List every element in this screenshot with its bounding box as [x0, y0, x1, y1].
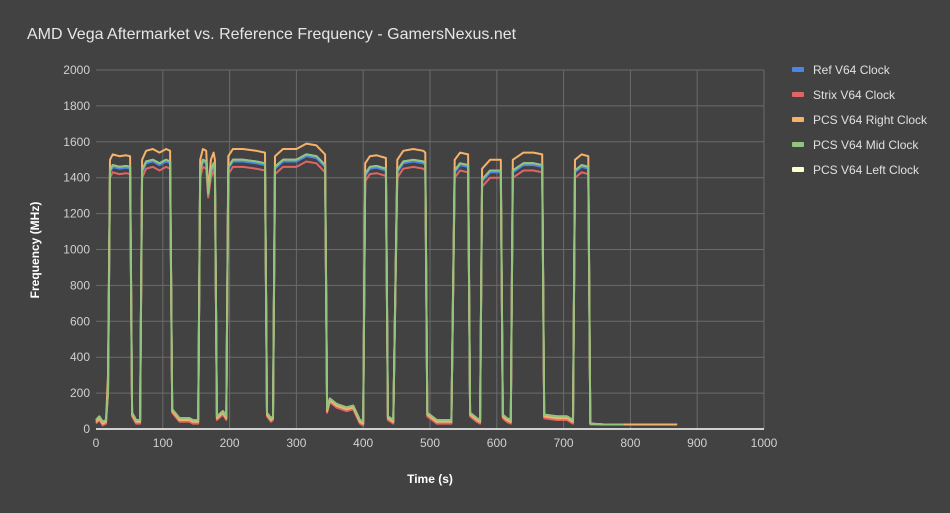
y-tick-label: 0 — [83, 422, 90, 436]
x-tick-label: 500 — [420, 436, 440, 450]
x-axis-label: Time (s) — [407, 472, 453, 486]
y-tick-label: 600 — [70, 314, 90, 328]
legend-entry: Strix V64 Clock — [813, 88, 896, 102]
x-tick-label: 100 — [153, 436, 173, 450]
x-tick-label: 400 — [353, 436, 373, 450]
y-tick-label: 1800 — [63, 99, 90, 113]
y-tick-label: 1200 — [63, 207, 90, 221]
x-tick-label: 0 — [93, 436, 100, 450]
x-tick-label: 300 — [286, 436, 306, 450]
x-tick-label: 600 — [487, 436, 507, 450]
legend-swatch — [792, 117, 804, 122]
y-tick-label: 800 — [70, 278, 90, 292]
x-tick-label: 200 — [220, 436, 240, 450]
x-tick-label: 700 — [554, 436, 574, 450]
axes: 0 200 400 600 800 1000 1200 1400 1600 1800 2000 0 10… — [63, 63, 777, 450]
legend-entry: Ref V64 Clock — [813, 63, 891, 77]
legend: Ref V64 Clock Strix V64 Clock PCS V64 Righ… — [792, 63, 928, 177]
legend-swatch — [792, 142, 804, 147]
legend-entry: PCS V64 Mid Clock — [813, 138, 919, 152]
legend-swatch — [792, 92, 804, 97]
y-tick-label: 1000 — [63, 243, 90, 257]
legend-swatch — [792, 167, 804, 172]
legend-swatch — [792, 67, 804, 72]
y-tick-label: 1400 — [63, 171, 90, 185]
series-lines — [95, 142, 678, 427]
series-line-pcs-v64-mid-clock — [95, 153, 624, 426]
chart-title: AMD Vega Aftermarket vs. Reference Frequ… — [27, 26, 517, 43]
y-tick-label: 200 — [70, 386, 90, 400]
y-tick-label: 400 — [70, 350, 90, 364]
x-tick-label: 800 — [620, 436, 640, 450]
legend-entry: PCS V64 Right Clock — [813, 113, 928, 127]
x-tick-label: 900 — [687, 436, 707, 450]
x-tick-label: 1000 — [751, 436, 778, 450]
legend-entry: PCS V64 Left Clock — [813, 163, 920, 177]
y-axis-label: Frequency (MHz) — [28, 202, 42, 299]
y-tick-label: 2000 — [63, 63, 90, 77]
gridlines — [96, 69, 765, 429]
y-tick-label: 1600 — [63, 135, 90, 149]
